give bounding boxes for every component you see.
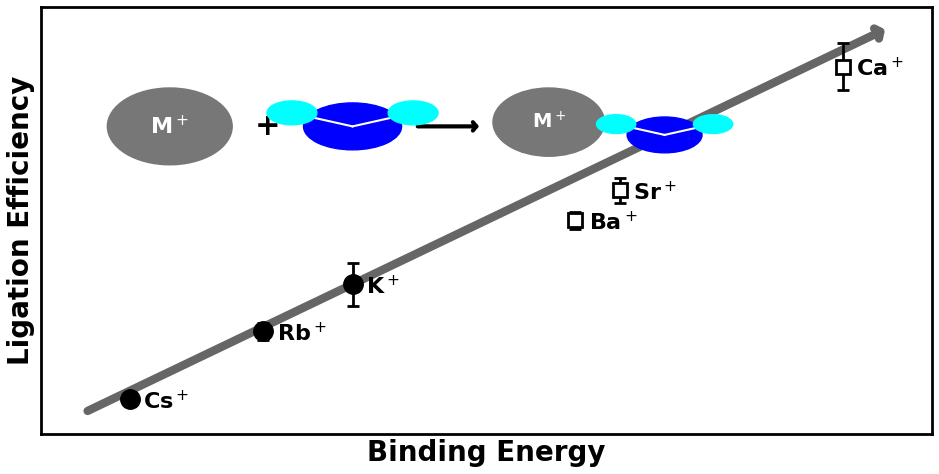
Circle shape — [694, 115, 732, 134]
X-axis label: Binding Energy: Binding Energy — [367, 439, 606, 467]
Ellipse shape — [107, 88, 232, 165]
Y-axis label: Ligation Efficiency: Ligation Efficiency — [7, 75, 35, 365]
Text: M$^+$: M$^+$ — [150, 115, 189, 138]
Circle shape — [627, 117, 702, 153]
Circle shape — [596, 115, 636, 134]
Circle shape — [303, 103, 402, 150]
Text: Ca$^+$: Ca$^+$ — [856, 57, 904, 81]
Text: Rb$^+$: Rb$^+$ — [277, 322, 327, 345]
Text: Ba$^+$: Ba$^+$ — [589, 211, 638, 234]
Text: +: + — [255, 112, 281, 141]
Circle shape — [267, 101, 316, 125]
Ellipse shape — [493, 88, 605, 156]
Text: M$^+$: M$^+$ — [531, 111, 566, 133]
Text: Sr$^+$: Sr$^+$ — [634, 181, 677, 204]
Text: K$^+$: K$^+$ — [366, 275, 400, 298]
Text: Cs$^+$: Cs$^+$ — [143, 390, 190, 413]
Circle shape — [388, 101, 439, 125]
